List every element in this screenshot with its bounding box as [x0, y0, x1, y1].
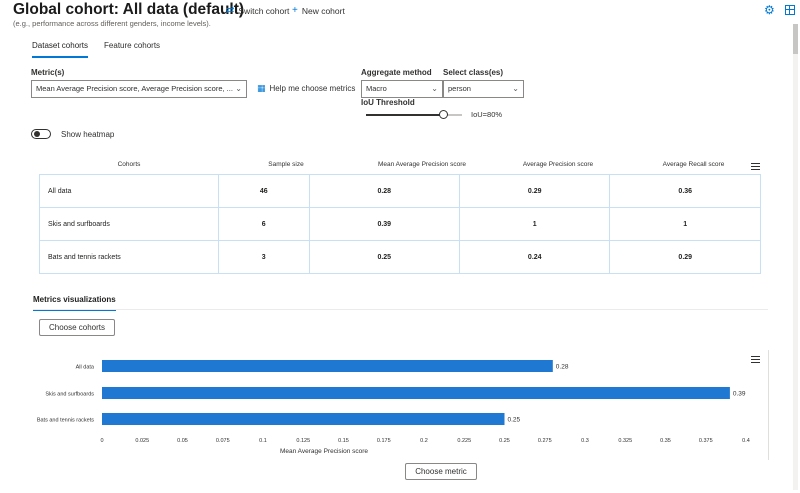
- chart-data-label: 0.28: [556, 364, 569, 371]
- chart-divider: [768, 350, 769, 460]
- help-choose-metrics-label: Help me choose metrics: [269, 84, 356, 93]
- select-class-label: Select class(es): [443, 68, 504, 77]
- chart-tick-label: 0.3: [581, 438, 589, 444]
- header-map-score: Mean Average Precision score: [377, 161, 467, 168]
- chart-x-axis-label: Mean Average Precision score: [280, 448, 368, 455]
- chart-category-label: Skis and surfboards: [45, 392, 94, 398]
- chart-tick-label: 0.15: [338, 438, 349, 444]
- chart-tick-label: 0.2: [420, 438, 428, 444]
- ar-score-cell: 0.29: [609, 240, 761, 274]
- aggregate-method-dropdown[interactable]: Macro ⌄: [361, 80, 443, 98]
- page-title: Global cohort: All data (default): [13, 1, 245, 18]
- switch-cohort-label: Switch cohort: [238, 5, 290, 16]
- ap-score-cell: 1: [458, 207, 611, 241]
- chart-tick-label: 0.225: [457, 438, 471, 444]
- calculator-icon: ▦: [257, 83, 266, 93]
- chart-tick-label: 0.4: [742, 438, 750, 444]
- grid-view-icon[interactable]: [785, 5, 795, 15]
- chart-bar: [102, 413, 505, 425]
- chart-data-label: 0.39: [733, 391, 746, 398]
- table-row: Skis and surfboards 6 0.39 1 1: [39, 207, 761, 241]
- header: Global cohort: All data (default) ⇄ Swit…: [0, 0, 800, 22]
- map-score-cell: 0.39: [308, 207, 461, 241]
- chart-tick-label: 0.075: [216, 438, 230, 444]
- chevron-down-icon: ⌄: [512, 84, 519, 93]
- map-score-cell: 0.28: [308, 174, 461, 208]
- ar-score-cell: 1: [609, 207, 761, 241]
- heatmap-label: Show heatmap: [61, 130, 115, 139]
- help-choose-metrics-button[interactable]: ▦ Help me choose metrics: [257, 83, 355, 94]
- cohort-name: All data: [39, 174, 219, 208]
- header-ar-score: Average Recall score: [662, 161, 725, 168]
- chart-bar: [102, 387, 730, 399]
- table-row: All data 46 0.28 0.29 0.36: [39, 174, 761, 208]
- chart-category-label: Bats and tennis rackets: [37, 418, 94, 424]
- iou-threshold-label: IoU Threshold: [361, 98, 415, 107]
- iou-slider-fill: [366, 114, 443, 116]
- iou-threshold-value: IoU=80%: [471, 110, 503, 119]
- plus-icon: +: [292, 5, 298, 16]
- select-class-value: person: [448, 84, 471, 93]
- header-ap-score: Average Precision score: [522, 161, 594, 168]
- metrics-dropdown-value: Mean Average Precision score, Average Pr…: [36, 84, 233, 93]
- chart-menu-icon[interactable]: [751, 356, 760, 363]
- heatmap-toggle[interactable]: [31, 129, 51, 139]
- chart-tick-label: 0.05: [177, 438, 188, 444]
- select-class-dropdown[interactable]: person ⌄: [443, 80, 524, 98]
- iou-slider-thumb[interactable]: [438, 110, 448, 119]
- chart-tick-label: 0.375: [699, 438, 713, 444]
- table-row: Bats and tennis rackets 3 0.25 0.24 0.29: [39, 240, 761, 274]
- aggregate-method-value: Macro: [366, 84, 387, 93]
- metrics-label: Metric(s): [31, 68, 65, 77]
- switch-icon: ⇄: [226, 5, 235, 16]
- chart-tick-label: 0.125: [296, 438, 310, 444]
- sample-size-cell: 6: [218, 207, 310, 241]
- chart-tick-label: 0.25: [499, 438, 510, 444]
- table-menu-icon[interactable]: [751, 163, 760, 170]
- cohort-name: Skis and surfboards: [39, 207, 219, 241]
- scrollbar-thumb[interactable]: [793, 24, 798, 54]
- metrics-table: All data 46 0.28 0.29 0.36 Skis and surf…: [39, 174, 761, 274]
- tab-metrics-visualizations[interactable]: Metrics visualizations: [33, 295, 116, 311]
- chart-tick-label: 0.275: [538, 438, 552, 444]
- iou-threshold-slider[interactable]: [366, 110, 462, 119]
- ar-score-cell: 0.36: [609, 174, 761, 208]
- chart-tick-label: 0: [100, 438, 103, 444]
- scrollbar[interactable]: [793, 24, 798, 490]
- chart-tick-label: 0.175: [377, 438, 391, 444]
- header-cohorts: Cohorts: [117, 161, 141, 168]
- chart-tick-label: 0.325: [618, 438, 632, 444]
- description-text: (e.g., performance across different gend…: [13, 19, 211, 28]
- map-score-cell: 0.25: [308, 240, 461, 274]
- metrics-dropdown[interactable]: Mean Average Precision score, Average Pr…: [31, 80, 247, 98]
- ap-score-cell: 0.24: [458, 240, 611, 274]
- choose-cohorts-button[interactable]: Choose cohorts: [39, 319, 115, 336]
- chart-data-label: 0.25: [508, 417, 521, 424]
- choose-metric-button[interactable]: Choose metric: [405, 463, 477, 480]
- sample-size-cell: 46: [218, 174, 310, 208]
- cohort-name: Bats and tennis rackets: [39, 240, 219, 274]
- gear-icon[interactable]: ⚙: [764, 3, 775, 17]
- chart-tick-label: 0.025: [135, 438, 149, 444]
- chevron-down-icon: ⌄: [431, 84, 438, 93]
- tab-feature-cohorts[interactable]: Feature cohorts: [104, 41, 161, 50]
- new-cohort-label: New cohort: [301, 5, 345, 16]
- chart-category-label: All data: [76, 365, 95, 371]
- toggle-knob: [34, 131, 40, 137]
- ap-score-cell: 0.29: [458, 174, 611, 208]
- header-sample-size: Sample size: [268, 161, 304, 168]
- switch-cohort-button[interactable]: ⇄ Switch cohort: [226, 5, 289, 16]
- chart-bar: [102, 360, 553, 372]
- metrics-bar-chart: All data 0.28 Skis and surfboards 0.39 Bats …: [37, 360, 750, 455]
- chart-tick-label: 0.35: [660, 438, 671, 444]
- new-cohort-button[interactable]: + New cohort: [292, 5, 345, 16]
- aggregate-method-label: Aggregate method: [361, 68, 432, 77]
- tab-dataset-cohorts[interactable]: Dataset cohorts: [32, 41, 89, 58]
- divider: [33, 309, 768, 310]
- cohort-tabs: Dataset cohorts Feature cohorts: [32, 41, 160, 58]
- sample-size-cell: 3: [218, 240, 310, 274]
- chevron-down-icon: ⌄: [235, 84, 242, 93]
- chart-tick-label: 0.1: [259, 438, 267, 444]
